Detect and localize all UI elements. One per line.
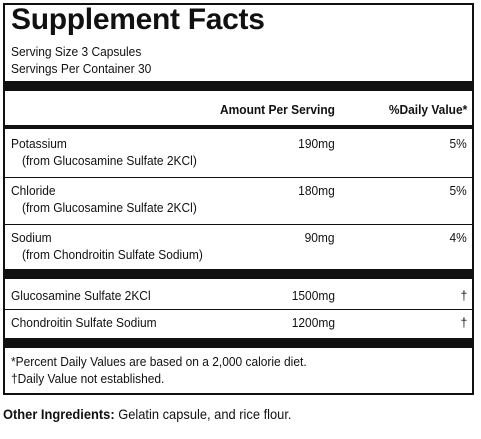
thick-divider-bottom: [5, 338, 472, 348]
nutrient-name: Potassium: [11, 136, 67, 151]
ingredient-amount: 1200mg: [291, 315, 335, 330]
footnote-daily-values: *Percent Daily Values are based on a 2,0…: [11, 354, 307, 369]
nutrient-source: (from Glucosamine Sulfate 2KCl): [22, 153, 197, 168]
ingredient-name: Glucosamine Sulfate 2KCl: [11, 288, 151, 303]
other-ingredients: Other Ingredients: Gelatin capsule, and …: [3, 406, 292, 422]
other-ingredients-label: Other Ingredients:: [3, 406, 115, 422]
ingredient-daily-value: †: [460, 315, 467, 330]
footnote-not-established: †Daily Value not established.: [11, 371, 165, 386]
panel-title: Supplement Facts: [11, 3, 265, 36]
nutrient-daily-value: 4%: [449, 230, 467, 245]
row-divider: [5, 224, 472, 225]
nutrient-name: Chloride: [11, 183, 56, 198]
header-divider: [5, 125, 472, 129]
servings-per-container: Servings Per Container 30: [11, 61, 152, 76]
row-divider: [5, 309, 472, 310]
nutrient-amount: 90mg: [305, 230, 335, 245]
ingredient-daily-value: †: [460, 288, 467, 303]
supplement-facts-panel: Supplement Facts Serving Size 3 Capsules…: [3, 3, 474, 395]
nutrient-amount: 180mg: [298, 183, 335, 198]
row-divider: [5, 177, 472, 178]
nutrient-daily-value: 5%: [449, 183, 467, 198]
other-ingredients-text: Gelatin capsule, and rice flour.: [114, 406, 292, 422]
serving-size: Serving Size 3 Capsules: [11, 44, 142, 59]
nutrient-name: Sodium: [11, 230, 52, 245]
nutrient-source: (from Glucosamine Sulfate 2KCl): [22, 200, 197, 215]
ingredient-amount: 1500mg: [291, 288, 335, 303]
header-amount: Amount Per Serving: [220, 102, 335, 117]
nutrient-daily-value: 5%: [449, 136, 467, 151]
ingredient-name: Chondroitin Sulfate Sodium: [11, 315, 157, 330]
thick-divider-middle: [5, 269, 472, 279]
thick-divider-top: [5, 81, 472, 91]
header-daily-value: %Daily Value*: [388, 102, 467, 117]
nutrient-amount: 190mg: [298, 136, 335, 151]
nutrient-source: (from Chondroitin Sulfate Sodium): [22, 247, 203, 262]
